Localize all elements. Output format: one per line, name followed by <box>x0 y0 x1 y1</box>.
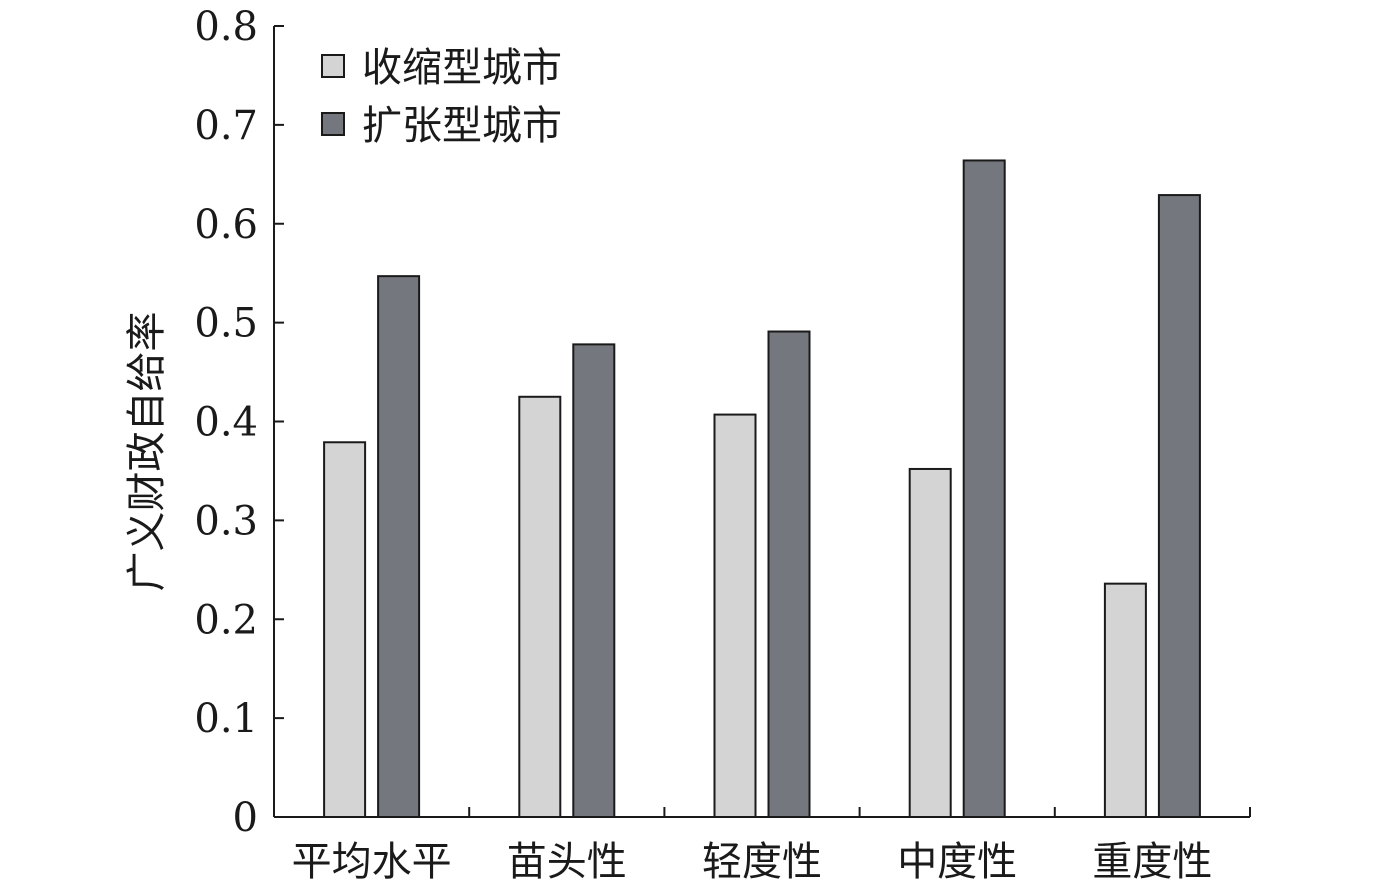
bar-series-1-3 <box>713 413 757 818</box>
bar-series-1-1 <box>323 441 367 818</box>
legend-label: 扩张型城市 <box>362 103 562 149</box>
bar-series-1-4 <box>908 467 952 818</box>
bar-series-2-4 <box>962 159 1006 819</box>
y-ticks: 0 0.1 0.2 0.3 0.4 0.5 0.6 0.7 0.8 <box>194 4 284 841</box>
x-category-label: 中度性 <box>897 839 1017 885</box>
x-category-label: 轻度性 <box>702 839 822 885</box>
y-tick-label: 0.4 <box>194 400 258 446</box>
bar-series-1-5 <box>1103 582 1147 819</box>
x-category-labels: 平均水平 苗头性 轻度性 中度性 重度性 <box>292 839 1213 885</box>
legend-swatch <box>321 112 345 136</box>
x-category-label: 苗头性 <box>507 839 627 885</box>
y-tick-label: 0.2 <box>194 597 258 643</box>
bar-series-2-2 <box>572 343 616 818</box>
bar-series-1-2 <box>518 395 562 818</box>
y-tick-label: 0 <box>233 795 258 841</box>
bar-series-2-5 <box>1157 194 1201 819</box>
y-tick-label: 0.8 <box>194 4 258 50</box>
bars-layer <box>323 159 1251 819</box>
y-tick-label: 0.1 <box>194 696 258 742</box>
y-tick-label: 0.7 <box>194 103 258 149</box>
y-tick-label: 0.6 <box>194 202 258 248</box>
y-axis-title: 广义财政自给率 <box>124 312 170 592</box>
legend-label: 收缩型城市 <box>362 45 562 91</box>
y-tick-label: 0.5 <box>194 301 258 347</box>
y-tick-label: 0.3 <box>194 498 258 544</box>
bar-series-2-3 <box>767 330 811 818</box>
x-category-label: 重度性 <box>1092 839 1212 885</box>
bar-series-2-1 <box>377 275 421 818</box>
x-category-label: 平均水平 <box>292 839 452 885</box>
legend-swatch <box>321 54 345 78</box>
